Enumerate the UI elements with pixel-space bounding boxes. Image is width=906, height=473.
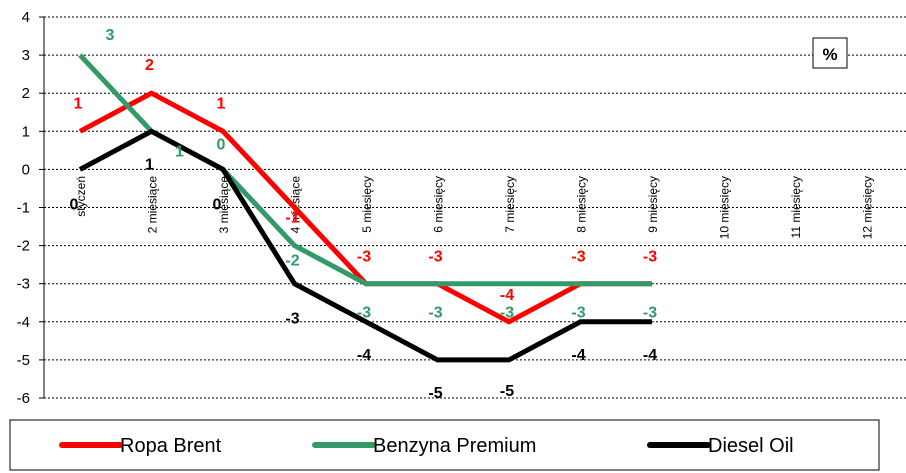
x-tick-label: 11 miesięcy: [789, 176, 803, 238]
data-label: -3: [357, 305, 371, 322]
y-tick-label: 3: [22, 47, 30, 64]
y-tick-label: -3: [17, 276, 30, 293]
data-label: 2: [145, 57, 154, 74]
y-axis: 4 3 2 1 0 -1 -2 -3 -4 -5 -6: [17, 9, 44, 407]
data-label: 3: [106, 27, 115, 44]
x-tick-label: 4 miesiące: [289, 176, 303, 234]
legend-label: Ropa Brent: [120, 435, 222, 457]
data-label: -3: [643, 305, 657, 322]
data-label: -3: [357, 249, 371, 266]
data-label: 1: [74, 95, 83, 112]
x-tick-label: 10 miesięcy: [718, 176, 732, 239]
data-label: 0: [70, 196, 79, 213]
data-label: -1: [285, 210, 299, 227]
data-labels: 121-1-3 -3-4-3 -331 0-2-3 -3 -3 -3 -3010-3-4-5-…: [70, 27, 658, 402]
y-tick-label: 0: [22, 161, 30, 178]
data-label: -3: [428, 305, 442, 322]
data-label: -5: [500, 383, 514, 400]
data-label: 1: [175, 143, 184, 160]
y-tick-label: -6: [17, 390, 30, 407]
data-label: 1: [217, 95, 226, 112]
data-label: -4: [500, 287, 514, 304]
legend-label: Diesel Oil: [708, 435, 794, 457]
x-tick-label: 9 miesięcy: [646, 176, 660, 233]
legend-box: [9, 419, 880, 471]
data-label: -3: [500, 305, 514, 322]
unit-box-frame: [812, 37, 848, 69]
unit-box: %: [812, 37, 848, 69]
x-tick-label: styczeń: [74, 176, 88, 217]
data-label: -3: [571, 249, 585, 266]
unit-label: %: [822, 45, 837, 64]
x-axis: styczeń 2 miesiące 3 miesiące 4 miesiące 5 m…: [74, 176, 875, 240]
y-tick-label: -1: [17, 200, 30, 217]
x-tick-label: 2 miesiące: [146, 176, 160, 234]
data-label: 0: [213, 196, 222, 213]
data-label: -3: [643, 249, 657, 266]
data-label: -3: [285, 311, 299, 328]
y-tick-label: 1: [22, 123, 30, 140]
data-label: -3: [428, 249, 442, 266]
x-tick-label: 5 miesięcy: [360, 176, 374, 233]
legend-label: Benzyna Premium: [373, 435, 536, 457]
data-label: -4: [357, 347, 371, 364]
data-label: -4: [571, 347, 585, 364]
gridlines: [44, 16, 906, 399]
data-label: -2: [285, 253, 299, 270]
y-tick-label: 2: [22, 85, 30, 102]
x-tick-label: 6 miesięcy: [432, 176, 446, 233]
legend: Ropa Brent Benzyna Premium Diesel Oil: [9, 419, 880, 471]
series-line-diesel-oil: [78, 128, 652, 363]
data-label: -3: [571, 305, 585, 322]
y-tick-label: -2: [17, 238, 30, 255]
series-lines: [78, 53, 652, 363]
data-label: 0: [217, 136, 226, 153]
x-tick-label: 12 miesięcy: [861, 176, 875, 239]
x-tick-label: 3 miesiące: [217, 176, 231, 234]
y-tick-label: -5: [17, 352, 30, 369]
x-tick-label: 7 miesięcy: [503, 176, 517, 233]
x-tick-label: 8 miesięcy: [575, 176, 589, 233]
data-label: -5: [428, 385, 442, 402]
y-tick-label: 4: [22, 9, 30, 26]
y-tick-label: -4: [17, 314, 30, 331]
data-label: -4: [643, 347, 657, 364]
data-label: 1: [145, 156, 154, 173]
